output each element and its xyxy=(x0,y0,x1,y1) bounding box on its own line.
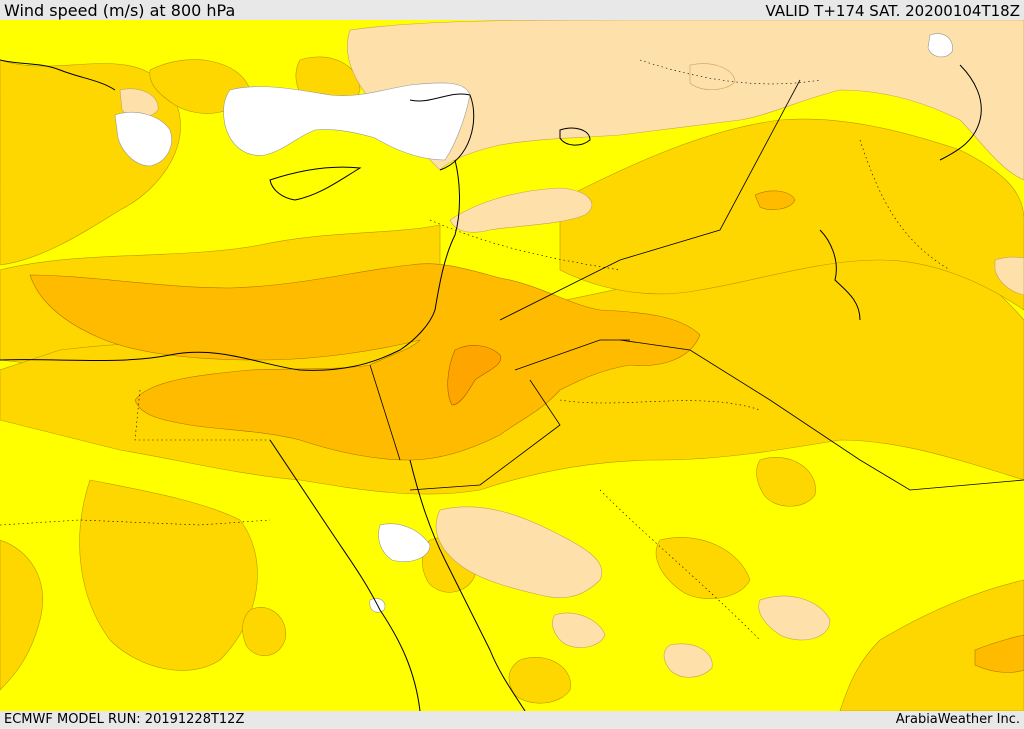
coastlines xyxy=(0,59,982,711)
map-title: Wind speed (m/s) at 800 hPa xyxy=(4,1,236,20)
contour-light xyxy=(119,20,1024,678)
credit-label: ArabiaWeather Inc. xyxy=(895,712,1020,727)
contour-very-strong xyxy=(447,345,502,406)
wind-speed-map xyxy=(0,20,1024,711)
contour-strong xyxy=(29,190,1024,673)
footer-bar: ECMWF MODEL RUN: 20191228T12Z ArabiaWeat… xyxy=(0,711,1024,729)
dotted-boundaries xyxy=(0,59,951,641)
model-run-label: ECMWF MODEL RUN: 20191228T12Z xyxy=(4,712,245,727)
header-bar: Wind speed (m/s) at 800 hPa VALID T+174 … xyxy=(0,0,1024,20)
borders xyxy=(369,79,1024,491)
valid-time: VALID T+174 SAT. 20200104T18Z xyxy=(765,2,1020,20)
contour-calm xyxy=(114,33,953,613)
